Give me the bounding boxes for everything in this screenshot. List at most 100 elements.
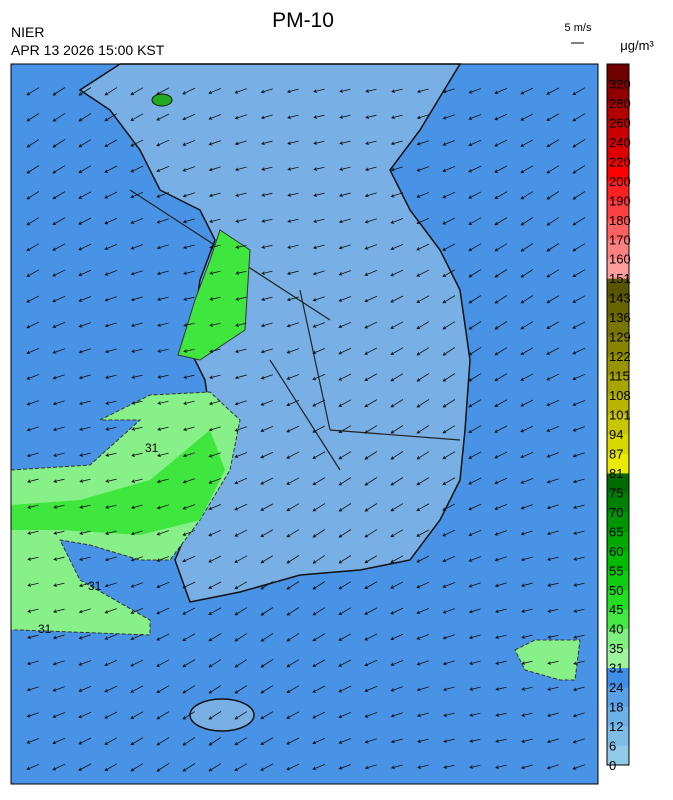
wind-arrow xyxy=(494,347,508,356)
wind-arrow xyxy=(78,191,92,199)
wind-arrow xyxy=(156,556,170,562)
wind-arrow xyxy=(27,582,39,587)
wind-arrow xyxy=(546,191,560,200)
wind-arrow xyxy=(442,269,456,277)
wind-arrow xyxy=(26,712,39,718)
wind-arrow xyxy=(520,321,534,330)
wind-arrow xyxy=(312,270,325,276)
wind-arrow xyxy=(26,400,39,406)
colorbar-tick-label: 170 xyxy=(609,232,631,247)
wind-arrow xyxy=(443,764,455,769)
wind-arrow xyxy=(572,347,586,355)
wind-arrow xyxy=(182,607,196,615)
wind-arrow xyxy=(104,139,118,147)
wind-arrow xyxy=(234,737,248,746)
wind-arrow xyxy=(208,166,221,172)
wind-arrow xyxy=(78,686,92,692)
wind-arrow xyxy=(105,504,117,509)
wind-arrow xyxy=(547,582,559,587)
wind-arrow xyxy=(130,504,143,510)
colorbar-tick-label: 70 xyxy=(609,505,623,520)
wind-arrow xyxy=(104,659,118,667)
colorbar-segment xyxy=(607,550,629,571)
wind-arrow xyxy=(104,634,118,640)
wind-arrow xyxy=(53,556,65,561)
wind-arrow xyxy=(416,192,430,198)
colorbar-tick-label: 101 xyxy=(609,408,631,423)
colorbar-segment xyxy=(607,570,629,591)
wind-arrow xyxy=(312,737,326,745)
wind-arrow xyxy=(157,374,169,379)
colorbar-segment xyxy=(607,511,629,532)
wind-arrow xyxy=(442,477,456,485)
wind-arrow xyxy=(26,738,40,744)
colorbar-segment xyxy=(607,219,629,240)
wind-arrow xyxy=(286,555,300,564)
wind-arrow xyxy=(494,269,508,278)
wind-arrow xyxy=(260,633,274,642)
wind-arrow xyxy=(130,139,144,147)
wind-arrow xyxy=(416,581,430,589)
wind-arrow xyxy=(52,322,66,328)
wind-arrow xyxy=(156,737,170,746)
wind-arrow xyxy=(27,530,39,535)
colorbar-tick-label: 160 xyxy=(609,252,631,267)
wind-arrow xyxy=(234,763,248,771)
wind-arrow xyxy=(390,321,404,329)
wind-arrow xyxy=(520,530,533,536)
wind-arrow xyxy=(104,348,117,354)
wind-arrow xyxy=(182,478,195,484)
jeju xyxy=(189,698,255,732)
wind-arrow xyxy=(52,634,65,640)
colorbar-segment xyxy=(607,667,629,688)
wind-arrow xyxy=(338,711,352,719)
wind-arrow xyxy=(442,114,455,120)
south-patch xyxy=(514,639,581,681)
wind-arrow xyxy=(546,113,560,121)
wind-arrow xyxy=(79,478,91,483)
colorbar-tick-label: 94 xyxy=(609,427,623,442)
wind-arrow xyxy=(260,477,274,485)
wind-arrow xyxy=(442,191,456,199)
wind-arrow xyxy=(416,88,429,94)
wind-arrow xyxy=(364,399,378,408)
wind-arrow xyxy=(390,686,403,692)
colorbar-tick-label: 200 xyxy=(609,174,631,189)
wind-arrow xyxy=(494,191,508,199)
wind-arrow xyxy=(234,529,248,537)
wind-arrow xyxy=(286,477,300,485)
colorbar-segment xyxy=(607,745,629,766)
wind-arrow xyxy=(468,582,481,588)
wind-arrow xyxy=(79,452,91,457)
wind-arrow xyxy=(182,581,196,589)
wind-arrow xyxy=(546,347,560,355)
wind-arrow xyxy=(260,322,273,328)
wind-arrow xyxy=(235,296,247,301)
colorbar-tick-label: 240 xyxy=(609,135,631,150)
wind-arrow xyxy=(104,582,117,588)
wind-arrow xyxy=(79,556,91,561)
wind-arrow xyxy=(260,374,273,380)
wind-arrow xyxy=(261,244,273,249)
colorbar-tick-label: 151 xyxy=(609,271,631,286)
wind-arrow xyxy=(261,296,273,301)
colorbar-tick-label: 320 xyxy=(609,76,631,91)
wind-arrow xyxy=(338,555,352,564)
wind-arrow xyxy=(260,763,274,771)
wind-arrow xyxy=(286,425,300,433)
wind-arrow xyxy=(442,503,456,511)
wind-arrow xyxy=(520,425,534,433)
wind-arrow xyxy=(364,451,378,460)
wind-arrow xyxy=(546,87,560,95)
wind-arrow xyxy=(27,478,39,483)
wind-arrow xyxy=(442,217,456,225)
colorbar-tick-label: 180 xyxy=(609,213,631,228)
wind-arrow xyxy=(442,88,455,94)
wind-arrow xyxy=(52,191,66,200)
wind-arrow xyxy=(26,374,40,380)
wind-arrow xyxy=(520,165,534,174)
wind-arrow xyxy=(443,738,455,743)
colorbar-segment xyxy=(607,395,629,415)
colorbar-tick-label: 0 xyxy=(609,758,616,773)
colorbar-tick-label: 6 xyxy=(609,739,616,754)
